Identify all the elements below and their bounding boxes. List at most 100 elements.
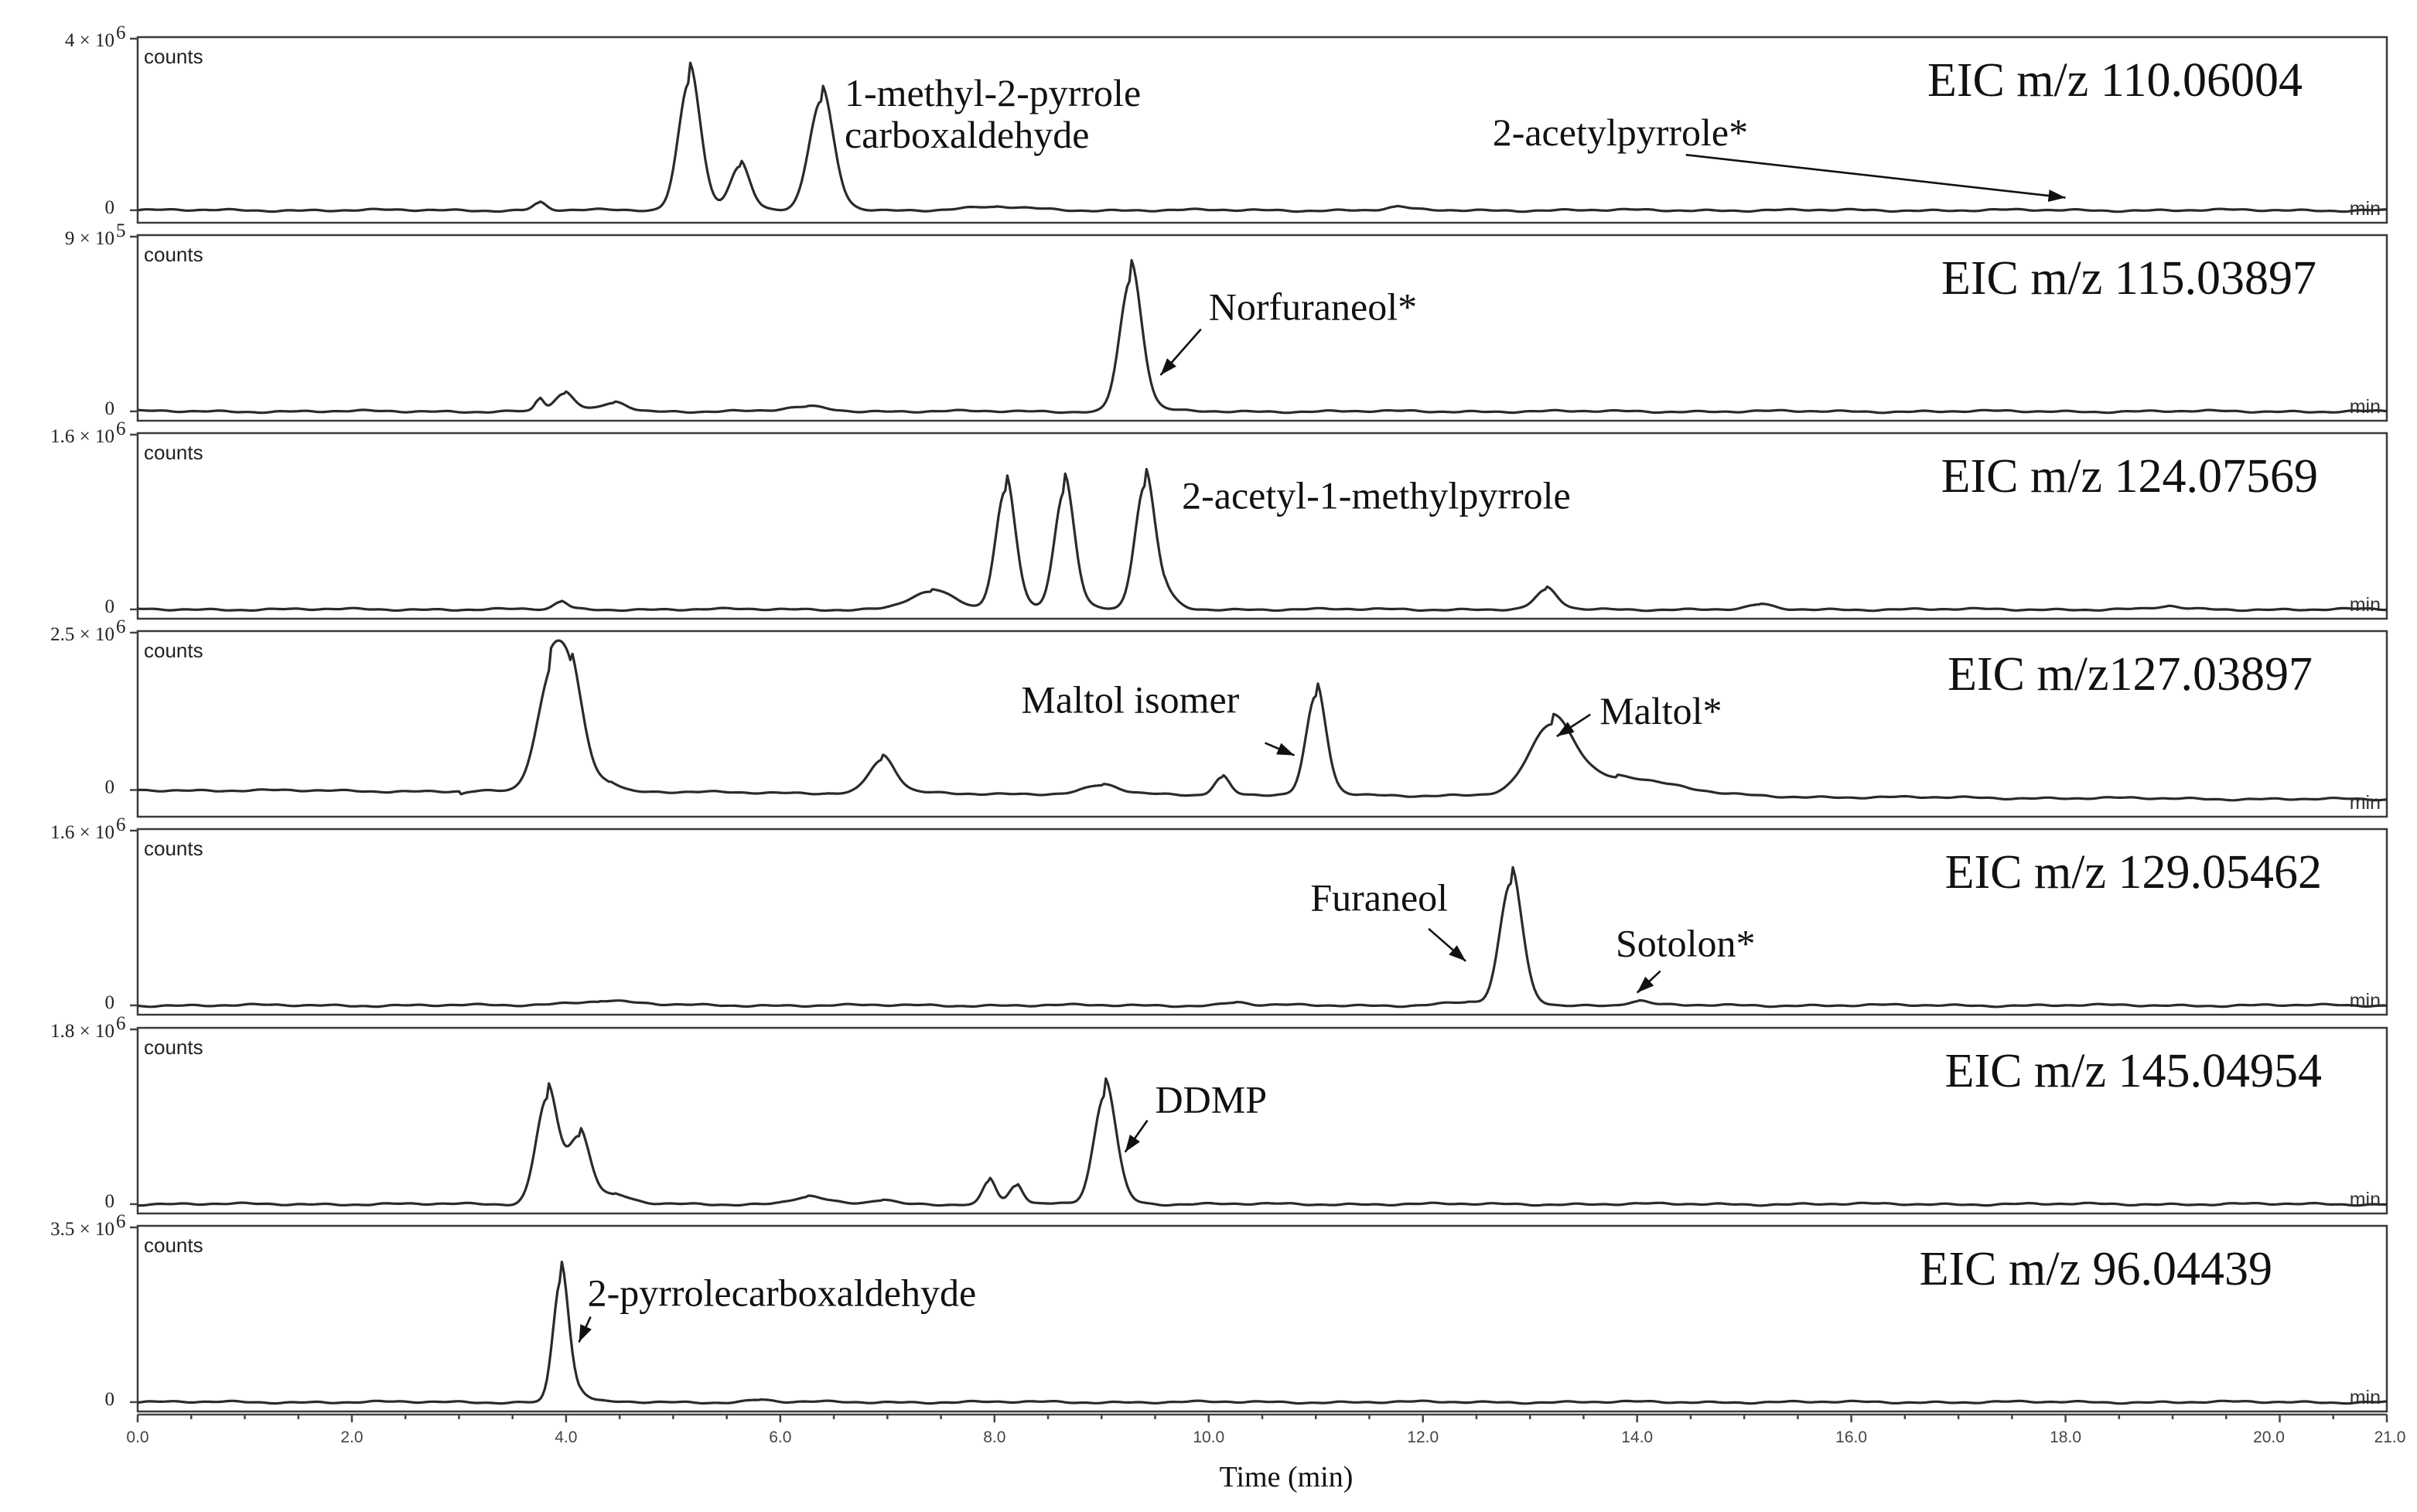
annotation-furaneol: Furaneol xyxy=(1310,876,1466,962)
eic-label: EIC m/z 124.07569 xyxy=(1941,450,2318,503)
x-tick-label: 20.0 xyxy=(2253,1428,2285,1446)
eic-label: EIC m/z 115.03897 xyxy=(1941,252,2316,305)
annotation-pyrrolecarbox: 2-pyrrolecarboxaldehyde xyxy=(578,1271,976,1343)
y-max-exponent: 6 xyxy=(116,418,126,439)
eic-label: EIC m/z 145.04954 xyxy=(1945,1045,2322,1097)
y-max-exponent: 6 xyxy=(116,616,126,637)
counts-label: counts xyxy=(144,45,203,68)
eic-trace xyxy=(137,1261,2388,1405)
panel-frame xyxy=(136,828,2388,1016)
y-max-exponent: 6 xyxy=(116,1211,126,1232)
y-max-exponent: 6 xyxy=(116,1013,126,1034)
annotation-text: 2-acetyl-1-methylpyrrole xyxy=(1182,473,1571,517)
annotation-methylpyrrole: 1-methyl-2-pyrrolecarboxaldehyde xyxy=(845,71,1141,156)
panel-7: 3.5 × 10 6 0 counts min EIC m/z 96.04439 2-pyr… xyxy=(50,1211,2388,1413)
min-label: min xyxy=(2350,396,2381,418)
counts-label: counts xyxy=(144,441,203,464)
eic-trace xyxy=(137,865,2388,1009)
min-label: min xyxy=(2350,1387,2381,1408)
annotation-norfuraneol: Norfuraneol* xyxy=(1159,285,1417,376)
eic-trace xyxy=(138,258,2388,415)
counts-label: counts xyxy=(144,1234,203,1257)
x-tick-label: 12.0 xyxy=(1407,1428,1439,1446)
y-max-label: 3.5 × 10 xyxy=(50,1219,114,1240)
eic-trace xyxy=(138,639,2388,802)
annotation-arrow xyxy=(1636,970,1661,994)
min-label: min xyxy=(2350,1189,2381,1210)
annotation-text: Norfuraneol* xyxy=(1209,285,1417,329)
y-max-label: 2.5 × 10 xyxy=(50,624,114,645)
counts-label: counts xyxy=(144,1036,203,1059)
panel-5: 1.6 × 10 6 0 counts min EIC m/z 129.05462 Fura… xyxy=(50,814,2388,1016)
x-tick-label: 14.0 xyxy=(1621,1428,1653,1446)
annotation-text: Sotolon* xyxy=(1616,922,1756,965)
counts-label: counts xyxy=(144,243,203,266)
panel-2: 9 × 10 5 0 counts min EIC m/z 115.03897 Norfur… xyxy=(65,220,2388,422)
panel-frame xyxy=(136,36,2388,224)
panel-frame xyxy=(136,1224,2388,1413)
y-max-label: 9 × 10 xyxy=(65,228,114,249)
y-max-exponent: 6 xyxy=(116,22,126,43)
annotation-maltolisomer: Maltol isomer xyxy=(1021,678,1296,756)
annotation-acetylpyrrole: 2-acetylpyrrole* xyxy=(1493,111,2066,203)
panel-3: 1.6 × 10 6 0 counts min EIC m/z 124.07569 2-ac… xyxy=(50,418,2388,620)
annotation-text: DDMP xyxy=(1156,1078,1267,1121)
x-axis: 0.0 2.0 4.0 6.0 8.0 10.0 12.0 14.0 16.0 18.0 20.0 2… xyxy=(126,1413,2405,1446)
annotation-text: Maltol* xyxy=(1599,689,1722,732)
y-zero-label: 0 xyxy=(105,596,115,617)
x-tick-label: 2.0 xyxy=(340,1428,363,1446)
annotation-ddmp: DDMP xyxy=(1124,1078,1267,1153)
y-zero-label: 0 xyxy=(105,1389,115,1410)
annotation-text: 1-methyl-2-pyrrole xyxy=(845,71,1141,114)
x-tick-label: 0.0 xyxy=(126,1428,149,1446)
min-label: min xyxy=(2350,594,2381,616)
y-zero-label: 0 xyxy=(105,398,115,419)
annotation-text-line2: carboxaldehyde xyxy=(845,113,1090,156)
annotation-arrow xyxy=(1124,1119,1149,1153)
annotation-text: 2-acetylpyrrole* xyxy=(1493,111,1748,154)
y-max-label: 1.6 × 10 xyxy=(50,822,114,843)
annotation-arrow xyxy=(1265,742,1296,756)
counts-label: counts xyxy=(144,837,203,860)
y-max-exponent: 6 xyxy=(116,814,126,835)
min-label: min xyxy=(2350,990,2381,1012)
x-tick-label: 4.0 xyxy=(555,1428,577,1446)
eic-trace xyxy=(137,468,2388,613)
x-tick-label: 16.0 xyxy=(1835,1428,1867,1446)
x-tick-label: 8.0 xyxy=(983,1428,1005,1446)
eic-label: EIC m/z 110.06004 xyxy=(1927,54,2303,107)
y-max-label: 4 × 10 xyxy=(65,30,114,51)
eic-label: EIC m/z 96.04439 xyxy=(1920,1243,2272,1295)
eic-trace xyxy=(137,61,2388,213)
y-max-exponent: 5 xyxy=(116,220,126,241)
annotation-arrow xyxy=(1685,153,2066,203)
annotation-text: Furaneol xyxy=(1310,876,1448,920)
annotation-arrow xyxy=(1428,927,1466,962)
y-zero-label: 0 xyxy=(105,776,115,797)
y-zero-label: 0 xyxy=(105,1191,115,1212)
counts-label: counts xyxy=(144,639,203,662)
x-tick-label: 6.0 xyxy=(769,1428,791,1446)
annotation-maltol: Maltol* xyxy=(1556,689,1722,738)
panel-frame xyxy=(136,432,2388,620)
x-tick-label: 10.0 xyxy=(1193,1428,1224,1446)
panel-6: 1.8 × 10 6 0 counts min EIC m/z 145.04954 DDMP xyxy=(50,1013,2388,1215)
y-zero-label: 0 xyxy=(105,992,115,1013)
annotation-acetylmethylpyrrole: 2-acetyl-1-methylpyrrole xyxy=(1182,473,1571,517)
panel-frame xyxy=(136,234,2388,422)
annotation-text: Maltol isomer xyxy=(1021,678,1239,722)
panel-4: 2.5 × 10 6 0 counts min EIC m/z127.03897 Malto… xyxy=(50,616,2388,818)
y-max-label: 1.6 × 10 xyxy=(50,426,114,447)
y-zero-label: 0 xyxy=(105,197,115,218)
min-label: min xyxy=(2350,792,2381,814)
annotation-arrow xyxy=(1556,713,1591,738)
panel-frame xyxy=(136,630,2388,818)
annotation-arrow xyxy=(1159,328,1202,376)
panel-frame xyxy=(136,1026,2388,1215)
annotation-arrow xyxy=(578,1316,592,1343)
eic-label: EIC m/z 129.05462 xyxy=(1945,846,2322,899)
x-axis-label: Time (min) xyxy=(1220,1461,1354,1493)
